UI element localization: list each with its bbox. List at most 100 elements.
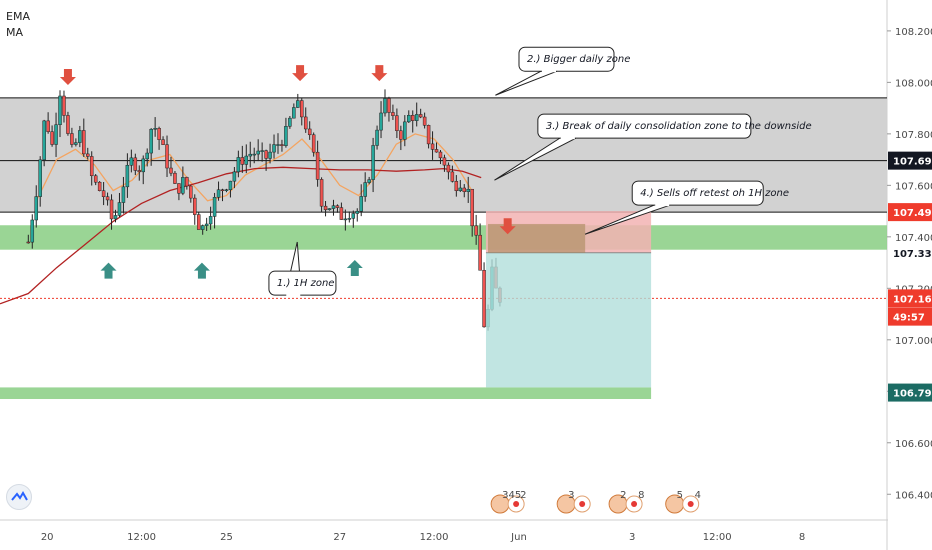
candle-body <box>26 241 31 244</box>
candle-body <box>129 157 134 166</box>
candle-body <box>272 144 276 153</box>
x-tick-label: 12:00 <box>420 532 449 543</box>
x-tick-label: 8 <box>799 532 805 543</box>
candle-body <box>422 116 427 126</box>
candle-body <box>458 187 463 192</box>
candle-body <box>434 149 439 153</box>
annotations[interactable]: 2.) Bigger daily zone 3.) Break of daily … <box>268 46 812 297</box>
target-zone <box>0 387 652 400</box>
candle-body <box>280 144 284 146</box>
candle-body <box>347 218 352 220</box>
candle-body <box>474 225 478 236</box>
plot-area <box>0 0 887 520</box>
candle-body <box>276 144 280 146</box>
candle-body <box>121 186 126 203</box>
callout-text-3: 4.) Sells off retest oh 1H zone <box>640 188 789 199</box>
candle-body <box>153 128 157 130</box>
candle-body <box>339 207 344 220</box>
candle-body <box>74 142 78 145</box>
candle-body <box>300 100 304 118</box>
candle-body <box>307 128 312 136</box>
candle-body <box>296 100 300 108</box>
1h-zone <box>0 225 887 250</box>
callout-box <box>268 270 337 296</box>
down-arrow-icon <box>371 65 388 82</box>
candle-body <box>387 98 391 113</box>
candle-body <box>157 128 161 140</box>
callout-text-2: 3.) Break of daily consolidation zone to… <box>546 121 812 132</box>
callout-join <box>541 69 556 73</box>
candle-body <box>466 188 470 192</box>
event-marker-icon <box>631 501 638 507</box>
up-arrow-icon <box>346 260 363 276</box>
candle-body <box>323 205 328 211</box>
candle-body <box>371 145 375 180</box>
take-profit-zone <box>485 252 652 388</box>
candle-body <box>105 196 110 201</box>
y-tick-label: 108.200 <box>895 27 932 38</box>
event-count-2: 8 <box>638 490 644 501</box>
callout-box <box>518 46 615 72</box>
candle-body <box>351 213 356 219</box>
candle-body <box>236 157 241 173</box>
candle-body <box>216 189 221 198</box>
candle-body <box>391 112 395 116</box>
candle-body <box>220 189 225 192</box>
candle-body <box>248 153 252 157</box>
indicator-ma-label[interactable]: MA <box>6 26 24 39</box>
down-arrow-icon <box>59 68 76 85</box>
up-arrow-icon <box>100 262 117 279</box>
price-candles <box>26 89 502 331</box>
candle-body <box>70 133 74 145</box>
y-tick-label: 107.400 <box>895 233 932 244</box>
price-tag-label: 107.161 <box>893 294 932 305</box>
candle-body <box>200 225 205 230</box>
candle-body <box>212 197 217 217</box>
candle-body <box>268 151 272 159</box>
y-tick-label: 106.600 <box>895 439 932 450</box>
tradingview-logo-icon[interactable] <box>6 484 32 510</box>
candle-body <box>462 187 467 192</box>
event-count: 345 <box>502 490 521 501</box>
down-arrow-icon <box>292 65 309 82</box>
candle-body <box>177 183 181 194</box>
event-count-2: 2 <box>520 490 526 501</box>
candle-body <box>58 95 62 125</box>
candle-body <box>89 156 94 177</box>
axes: 108.200108.000107.800107.600107.400107.2… <box>41 0 932 550</box>
candle-body <box>38 159 42 197</box>
candle-body <box>232 171 237 182</box>
candle-body <box>482 269 486 328</box>
callout-pointer <box>494 137 577 181</box>
price-tag-label: 107.338 <box>893 249 932 260</box>
candle-body <box>189 185 193 199</box>
moving-averages <box>0 133 887 305</box>
candle-body <box>54 124 58 145</box>
candle-body <box>359 196 363 212</box>
callout-text-4: 1.) 1H zone <box>277 278 335 289</box>
candle-body <box>450 171 455 182</box>
candle-body <box>315 151 320 180</box>
short-position-tool[interactable] <box>485 211 652 388</box>
price-axis-panel <box>888 0 932 550</box>
event-count: 5 <box>677 490 683 501</box>
x-tick-label: 27 <box>333 532 346 543</box>
callout-join <box>655 203 670 207</box>
candle-body <box>264 150 268 159</box>
price-tag-bg <box>888 151 932 170</box>
candle-body <box>42 120 46 161</box>
indicator-ema-label[interactable]: EMA <box>6 10 30 23</box>
callout-pointer <box>495 70 558 96</box>
x-tick-label: 25 <box>220 532 233 543</box>
candle-body <box>379 112 383 131</box>
ema-line <box>37 133 473 202</box>
candle-body <box>185 177 189 187</box>
x-tick-label: 20 <box>41 532 54 543</box>
event-marker-icon <box>579 501 586 507</box>
candle-body <box>331 205 336 209</box>
candle-body <box>97 181 102 191</box>
candle-body <box>375 129 379 146</box>
